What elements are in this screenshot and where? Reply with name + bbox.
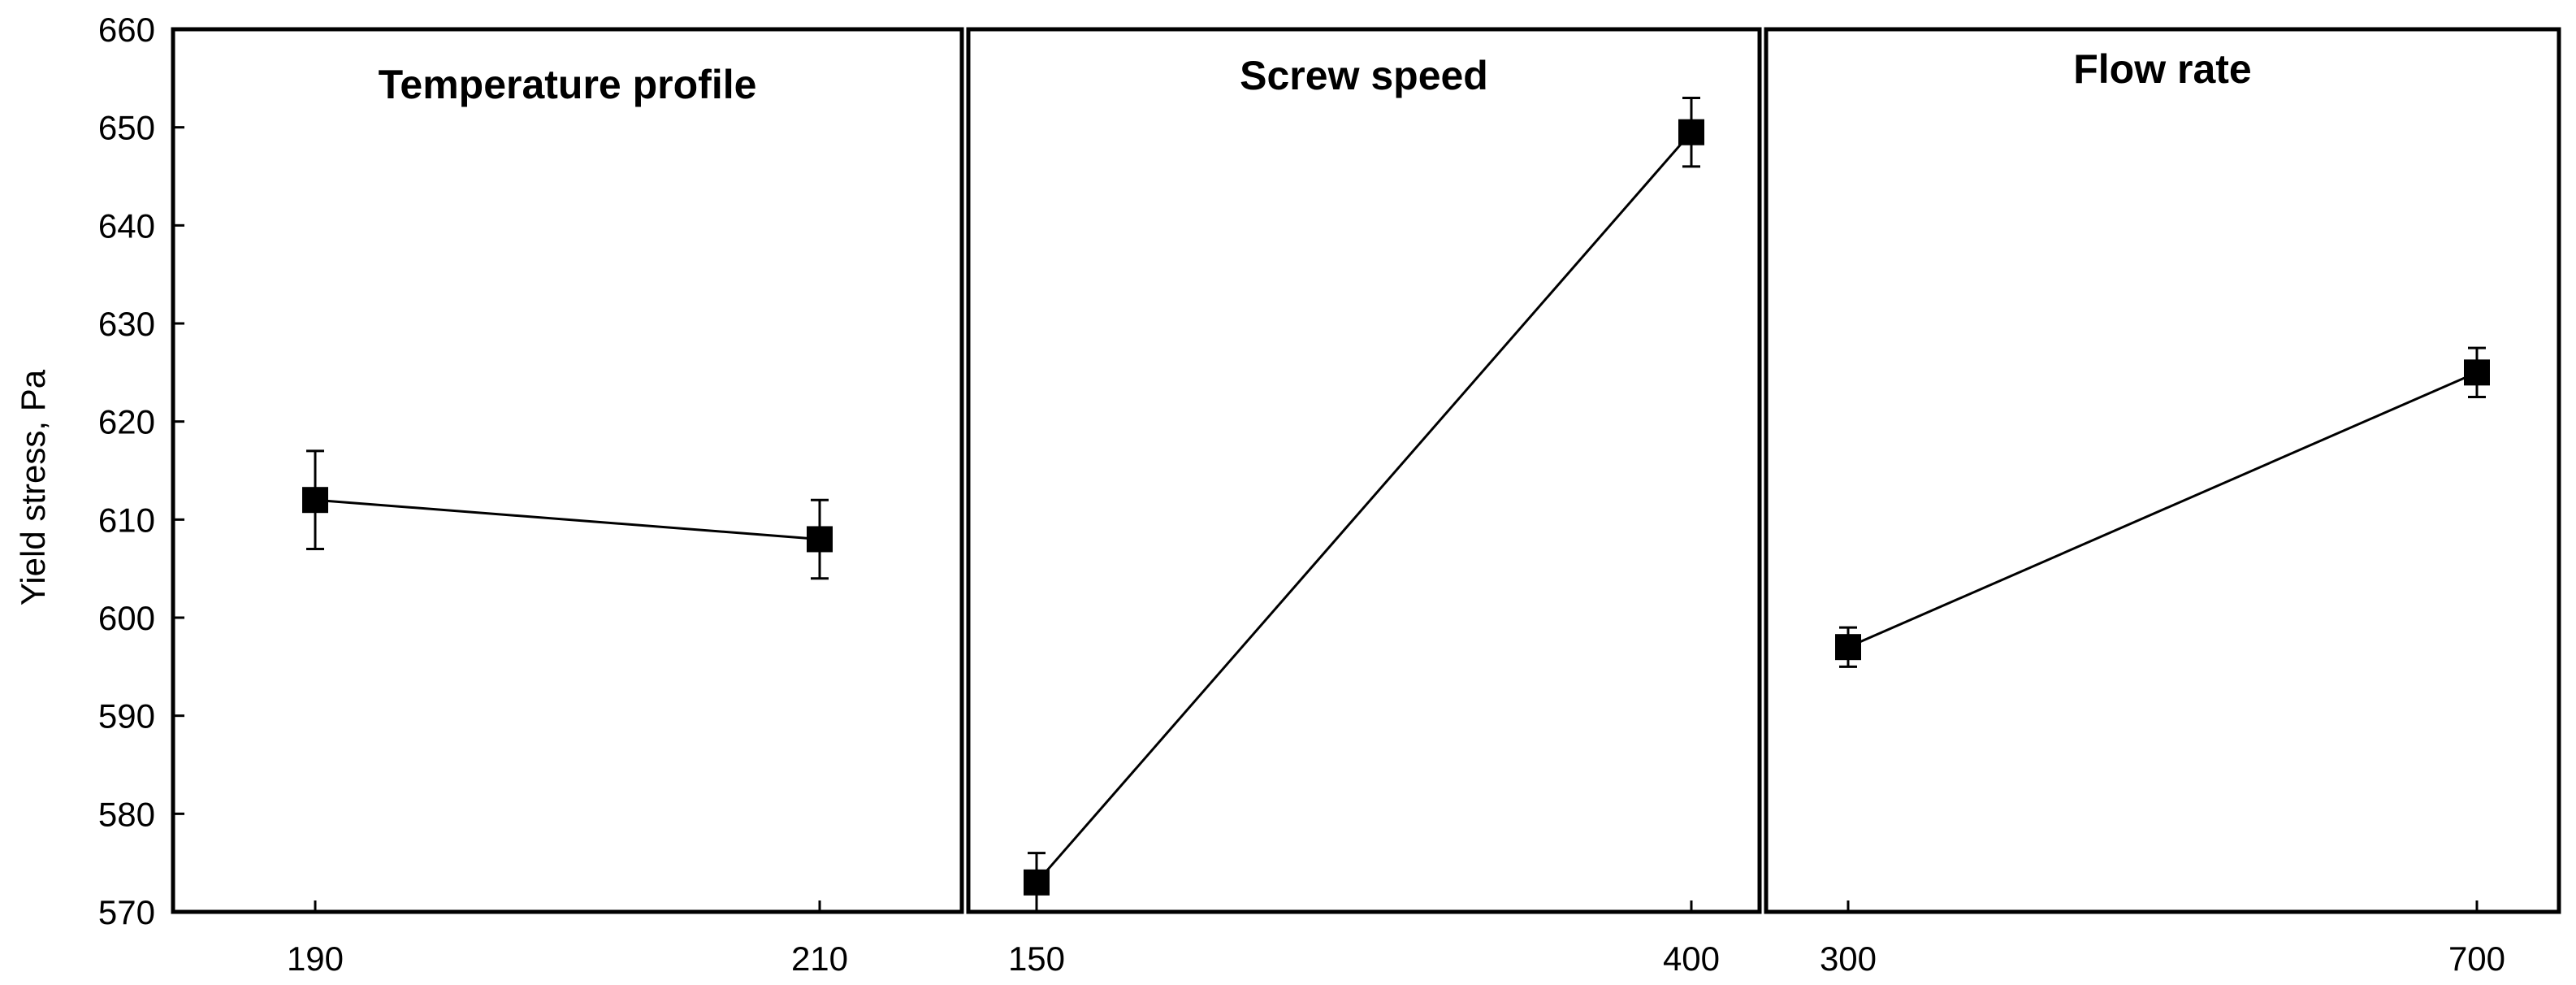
data-point-marker: [1678, 119, 1704, 145]
series-line-1: [314, 498, 820, 540]
series-line-3: [1847, 371, 2478, 649]
y-tick-label: 570: [98, 893, 155, 931]
y-tick-label: 650: [98, 109, 155, 147]
data-point-marker: [807, 526, 833, 553]
y-tick-label: 610: [98, 501, 155, 539]
panel-title-2: Screw speed: [1240, 53, 1488, 98]
x-tick-label: 400: [1663, 939, 1720, 978]
y-tick-label: 620: [98, 403, 155, 441]
y-axis-title: Yield stress, Pa: [14, 369, 52, 605]
y-tick-label: 590: [98, 697, 155, 735]
panel-frame-2: [966, 27, 1762, 914]
x-tick-label: 300: [1820, 939, 1877, 978]
y-tick-label: 600: [98, 599, 155, 637]
data-point-marker: [2464, 359, 2490, 386]
x-tick-label: 190: [287, 939, 344, 978]
data-point-marker: [1835, 634, 1861, 661]
y-tick-label: 640: [98, 206, 155, 245]
data-point-marker: [1024, 869, 1050, 896]
panel-frame-1: [171, 27, 964, 914]
x-tick-label: 210: [791, 939, 848, 978]
panel-title-3: Flow rate: [2073, 46, 2251, 92]
panel-frame-3: [1764, 27, 2561, 914]
y-tick-label: 580: [98, 795, 155, 833]
y-tick-label: 630: [98, 305, 155, 343]
panel-title-1: Temperature profile: [379, 62, 757, 107]
data-point-marker: [302, 487, 328, 514]
x-tick-label: 150: [1008, 939, 1065, 978]
series-line-2: [1035, 131, 1693, 883]
y-tick-label: 660: [98, 11, 155, 49]
x-tick-label: 700: [2448, 939, 2505, 978]
